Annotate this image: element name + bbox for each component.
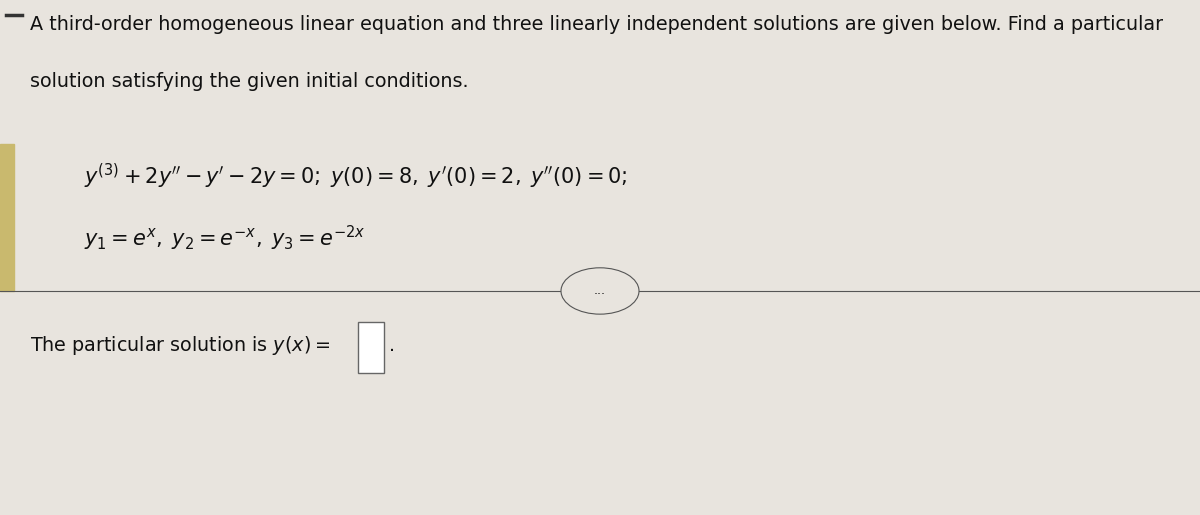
Text: The particular solution is $y(x) = $: The particular solution is $y(x) = $ — [30, 334, 330, 356]
Bar — [0, 144, 14, 291]
FancyBboxPatch shape — [358, 322, 384, 373]
Text: $y^{(3)} + 2y'' - y' - 2y = 0;\; y(0) = 8,\; y'(0) = 2,\; y''(0) = 0;$: $y^{(3)} + 2y'' - y' - 2y = 0;\; y(0) = … — [84, 162, 628, 192]
Ellipse shape — [562, 268, 640, 314]
Text: solution satisfying the given initial conditions.: solution satisfying the given initial co… — [30, 72, 469, 91]
Text: .: . — [389, 336, 395, 354]
Text: ...: ... — [594, 284, 606, 298]
Text: A third-order homogeneous linear equation and three linearly independent solutio: A third-order homogeneous linear equatio… — [30, 15, 1163, 35]
Text: $y_1 = e^x,\; y_2 = e^{-x},\; y_3 = e^{-2x}$: $y_1 = e^x,\; y_2 = e^{-x},\; y_3 = e^{-… — [84, 224, 365, 253]
